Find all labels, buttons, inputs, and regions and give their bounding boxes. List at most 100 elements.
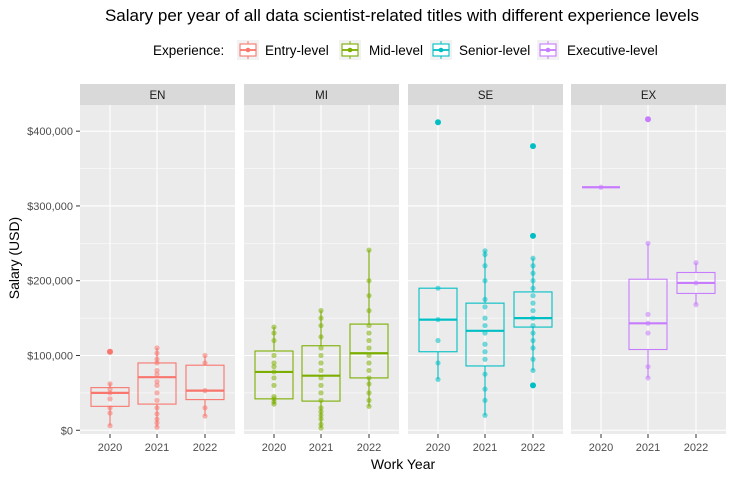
- jitter-point: [435, 360, 441, 366]
- legend-key-point: [438, 47, 444, 53]
- jitter-point: [318, 360, 324, 366]
- facet-panels: EN 2020 2021 2022 MI 2020 2021 2022 SE 2020 2021 20…: [80, 84, 726, 454]
- jitter-point: [366, 330, 372, 336]
- x-tick-label: 2022: [193, 442, 217, 454]
- jitter-point: [154, 382, 160, 388]
- jitter-point: [366, 390, 372, 396]
- jitter-point: [154, 371, 160, 377]
- jitter-point: [271, 352, 277, 359]
- facet-strip-label: MI: [315, 90, 328, 102]
- jitter-point: [107, 390, 113, 396]
- jitter-point: [154, 424, 160, 430]
- jitter-point: [530, 315, 536, 321]
- jitter-point: [154, 411, 160, 417]
- facet-strip: [80, 84, 235, 105]
- jitter-point: [530, 293, 536, 299]
- outlier-point: [107, 348, 113, 355]
- jitter-point: [693, 280, 699, 286]
- jitter-point: [318, 405, 324, 411]
- box-ex-2020: [582, 184, 620, 190]
- jitter-point: [366, 375, 372, 381]
- jitter-point: [366, 397, 372, 403]
- jitter-point: [482, 251, 488, 258]
- jitter-point: [107, 423, 113, 429]
- facet-strip-label: EX: [641, 90, 657, 102]
- jitter-point: [154, 367, 160, 374]
- jitter-point: [154, 416, 160, 422]
- box-en-2020: [90, 348, 130, 429]
- jitter-point: [435, 316, 441, 323]
- facet-strip: [571, 84, 726, 105]
- jitter-point: [482, 330, 488, 336]
- jitter-point: [318, 315, 324, 321]
- x-tick-label: 2022: [684, 442, 708, 454]
- jitter-point: [154, 360, 160, 366]
- jitter-point: [318, 375, 324, 381]
- jitter-point: [366, 293, 372, 299]
- x-tick-label: 2020: [98, 442, 122, 454]
- y-tick-label: $200,000: [27, 276, 73, 288]
- jitter-point: [366, 367, 372, 374]
- jitter-point: [271, 369, 277, 375]
- legend-title: Experience:: [153, 43, 224, 58]
- jitter-point: [693, 260, 699, 266]
- x-tick-label: 2020: [262, 442, 286, 454]
- jitter-point: [482, 263, 488, 269]
- jitter-point: [482, 304, 488, 310]
- box-se-2020: [418, 119, 458, 383]
- y-axis-title: Salary (USD): [6, 217, 22, 299]
- x-tick-label: 2020: [426, 442, 450, 454]
- jitter-point: [530, 330, 536, 336]
- box-ex-2021: [628, 116, 668, 381]
- jitter-point: [154, 420, 160, 426]
- jitter-point: [318, 390, 324, 396]
- jitter-point: [693, 302, 699, 308]
- x-axis-title: Work Year: [371, 456, 436, 472]
- jitter-point: [154, 390, 160, 396]
- outlier-point: [645, 116, 651, 123]
- jitter-point: [318, 412, 324, 418]
- jitter-point: [318, 367, 324, 374]
- jitter-point: [482, 371, 488, 377]
- jitter-point: [645, 240, 651, 246]
- jitter-point: [530, 285, 536, 291]
- jitter-point: [530, 300, 536, 306]
- jitter-point: [107, 410, 113, 416]
- jitter-point: [435, 285, 441, 291]
- jitter-point: [482, 322, 488, 329]
- jitter-point: [202, 388, 208, 394]
- jitter-point: [366, 337, 372, 344]
- jitter-point: [271, 360, 277, 366]
- jitter-point: [154, 397, 160, 403]
- jitter-point: [154, 350, 160, 356]
- jitter-point: [271, 337, 277, 344]
- jitter-point: [482, 341, 488, 347]
- facet-strip: [408, 84, 563, 105]
- jitter-point: [482, 349, 488, 355]
- jitter-point: [645, 311, 651, 317]
- x-tick-label: 2022: [521, 442, 545, 454]
- jitter-point: [271, 364, 277, 370]
- legend-key-point: [347, 47, 353, 53]
- jitter-point: [271, 382, 277, 388]
- box-body: [465, 302, 505, 367]
- legend-entry-label: Entry-level: [265, 43, 329, 58]
- jitter-point: [318, 382, 324, 388]
- jitter-point: [366, 247, 372, 253]
- jitter-point: [482, 412, 488, 418]
- jitter-point: [318, 397, 324, 403]
- y-axis: $0 $100,000 $200,000 $300,000 $400,000: [27, 126, 80, 437]
- jitter-point: [530, 308, 536, 314]
- jitter-point: [318, 334, 324, 340]
- box-mi-2021: [301, 308, 341, 431]
- x-tick-label: 2021: [309, 442, 333, 454]
- jitter-point: [318, 352, 324, 359]
- jitter-point: [645, 320, 651, 326]
- jitter-point: [530, 263, 536, 269]
- jitter-point: [482, 296, 488, 303]
- box-se-2021: [465, 248, 505, 418]
- jitter-point: [645, 375, 651, 381]
- box-mi-2020: [254, 324, 294, 407]
- jitter-point: [202, 352, 208, 359]
